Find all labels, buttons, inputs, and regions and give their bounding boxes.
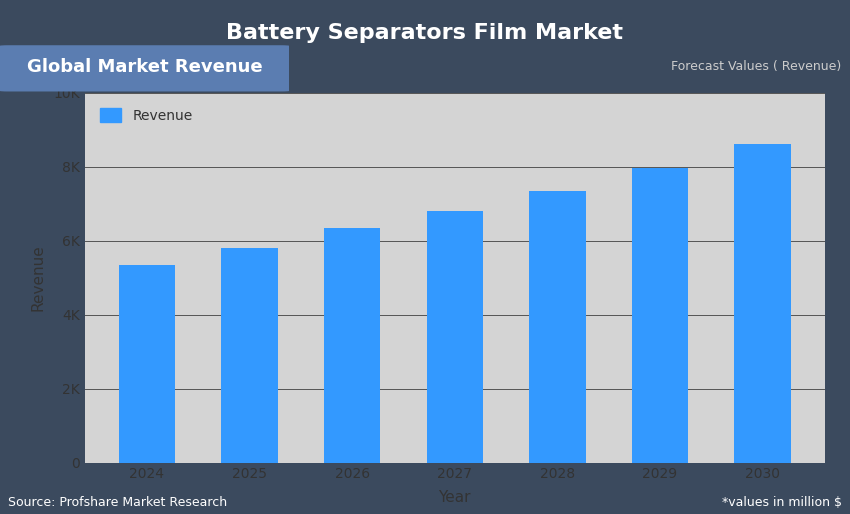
Bar: [221, 248, 278, 463]
Text: Forecast Values ( Revenue): Forecast Values ( Revenue): [672, 60, 842, 74]
Text: Battery Separators Film Market: Battery Separators Film Market: [226, 23, 624, 43]
X-axis label: Year: Year: [439, 490, 471, 505]
Legend: Revenue: Revenue: [92, 100, 201, 131]
Bar: [530, 191, 586, 463]
Bar: [734, 144, 790, 463]
Y-axis label: Revenue: Revenue: [31, 244, 45, 311]
Text: *values in million $: *values in million $: [722, 496, 842, 509]
FancyBboxPatch shape: [0, 45, 289, 91]
Bar: [119, 265, 175, 463]
Text: Source: Profshare Market Research: Source: Profshare Market Research: [8, 496, 228, 509]
Text: Global Market Revenue: Global Market Revenue: [26, 58, 263, 76]
Bar: [427, 211, 483, 463]
Bar: [324, 228, 380, 463]
Bar: [632, 169, 688, 463]
